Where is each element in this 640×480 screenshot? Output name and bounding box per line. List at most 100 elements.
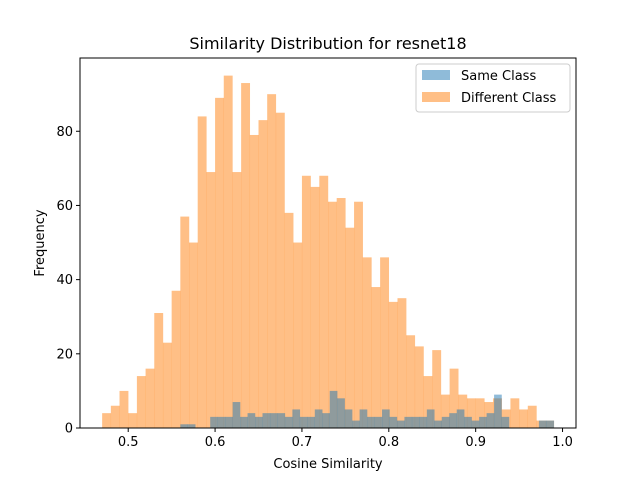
y-tick-label: 40 xyxy=(56,273,73,288)
different-class-bar xyxy=(232,172,242,428)
same-class-bar xyxy=(255,416,263,428)
different-class-bar xyxy=(284,212,294,428)
different-class-bar xyxy=(145,368,155,428)
different-class-bar xyxy=(267,94,277,429)
same-class-bar xyxy=(546,420,555,428)
same-class-bar xyxy=(501,416,510,428)
different-class-bar xyxy=(362,257,372,428)
different-class-bar xyxy=(154,313,164,428)
same-class-bar xyxy=(210,416,218,428)
same-class-bar xyxy=(307,416,315,428)
same-class-bar xyxy=(240,416,248,428)
same-class-bar xyxy=(486,413,495,428)
different-class-bar xyxy=(223,75,233,429)
same-class-bar xyxy=(247,413,256,428)
plot-frame xyxy=(79,57,577,429)
same-class-bar xyxy=(284,416,293,428)
same-class-bar xyxy=(314,409,323,428)
different-class-bar xyxy=(119,390,129,428)
different-class-bar xyxy=(189,242,198,428)
same-class-bar xyxy=(367,416,375,428)
same-class-bar xyxy=(352,420,360,428)
different-class-bar xyxy=(371,287,381,428)
same-class-bar xyxy=(187,424,196,428)
same-class-bar xyxy=(411,416,420,428)
different-class-bar xyxy=(388,301,398,428)
same-class-bar xyxy=(441,416,450,428)
different-class-bar xyxy=(466,398,476,428)
different-class-bar xyxy=(110,405,120,428)
same-class-bar xyxy=(389,416,398,428)
same-class-bar xyxy=(479,416,487,428)
same-class-bar xyxy=(464,416,472,428)
different-class-bar xyxy=(397,298,407,428)
different-class-bar xyxy=(301,175,311,428)
same-class-bar xyxy=(494,394,502,428)
same-class-bar xyxy=(374,416,383,428)
same-class-bar xyxy=(426,409,435,428)
different-class-bar xyxy=(171,290,181,428)
y-axis-ticks: 0 20 40 60 80 xyxy=(56,125,80,437)
different-class-bar xyxy=(510,398,520,428)
legend: Same Class Different Class xyxy=(415,63,571,113)
same-class-bar xyxy=(419,416,428,428)
same-class-bar xyxy=(396,420,405,428)
x-tick-label: 0.7 xyxy=(292,435,313,450)
different-class-bar xyxy=(519,409,528,428)
x-tick-label: 0.5 xyxy=(118,435,139,450)
different-class-bar xyxy=(275,112,285,429)
x-axis-ticks: 0.5 0.6 0.7 0.8 0.9 1.0 xyxy=(118,428,573,450)
y-axis-label: Frequency xyxy=(33,209,48,276)
same-class-bar xyxy=(329,390,338,428)
different-class-bar xyxy=(423,376,433,428)
same-class-bar xyxy=(322,413,330,428)
y-tick-label: 0 xyxy=(65,422,73,437)
same-class-bar xyxy=(538,420,547,428)
x-tick-label: 0.6 xyxy=(205,435,226,450)
chart-title: Similarity Distribution for resnet18 xyxy=(189,34,466,53)
same-class-bar xyxy=(404,416,413,428)
different-class-bar xyxy=(206,172,216,428)
same-class-bar xyxy=(434,420,442,428)
different-class-bar xyxy=(414,346,424,428)
different-class-bar xyxy=(449,368,459,428)
different-class-bar xyxy=(258,120,268,428)
x-tick-label: 0.8 xyxy=(378,435,399,450)
legend-swatch-same-class xyxy=(422,70,450,80)
legend-swatch-different-class xyxy=(422,92,450,102)
same-class-bar xyxy=(232,402,241,428)
different-class-bar xyxy=(249,134,259,428)
different-class-bar xyxy=(215,97,224,429)
y-tick-label: 20 xyxy=(56,347,73,362)
different-class-bar xyxy=(102,413,112,428)
different-class-bar xyxy=(475,398,485,428)
legend-label-same-class: Same Class xyxy=(461,69,536,84)
same-class-bar xyxy=(299,416,308,428)
different-class-bar xyxy=(310,186,320,428)
x-axis-label: Cosine Similarity xyxy=(273,457,383,472)
different-class-bar xyxy=(527,405,537,428)
different-class-bar xyxy=(162,342,172,428)
different-class-bar xyxy=(336,198,346,428)
different-class-bar xyxy=(180,216,190,428)
same-class-bar xyxy=(180,424,188,428)
different-class-bar xyxy=(345,227,355,428)
y-tick-label: 80 xyxy=(56,125,73,140)
same-class-bars xyxy=(180,390,555,428)
legend-label-different-class: Different Class xyxy=(461,91,557,106)
different-class-bar xyxy=(328,201,337,428)
same-class-bar xyxy=(269,413,278,428)
same-class-bar xyxy=(344,409,353,428)
different-class-bar xyxy=(354,201,363,428)
different-class-bar xyxy=(380,257,390,428)
different-class-bar xyxy=(319,175,329,428)
different-class-bar xyxy=(241,83,251,428)
same-class-bar xyxy=(277,413,286,428)
same-class-bar xyxy=(225,416,233,428)
different-class-bar xyxy=(136,376,146,428)
different-class-bar xyxy=(197,116,207,429)
different-class-bar xyxy=(406,335,416,428)
same-class-bar xyxy=(471,420,480,428)
same-class-bar xyxy=(382,409,390,428)
